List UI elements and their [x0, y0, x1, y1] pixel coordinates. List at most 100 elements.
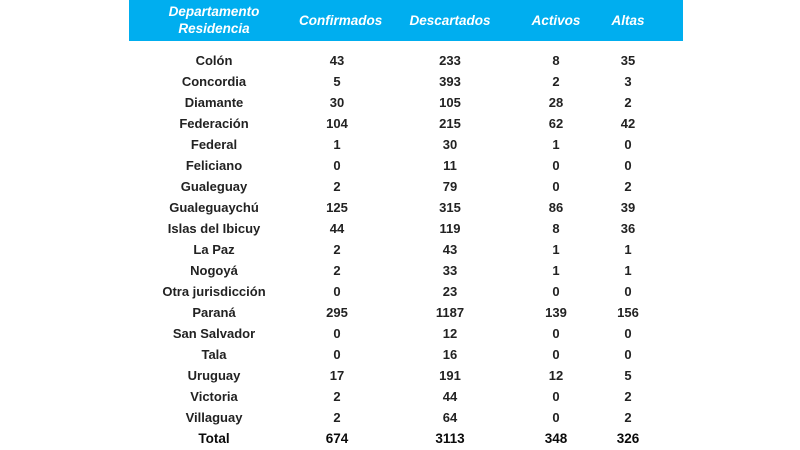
cell-discarded: 233 — [439, 53, 461, 68]
total-discarded: 3113 — [435, 431, 465, 446]
cell-active: 28 — [548, 95, 564, 110]
cell-department: San Salvador — [172, 326, 256, 341]
table-row: Islas del Ibicuy 44 119 8 36 — [129, 219, 683, 238]
total-active: 348 — [544, 431, 568, 446]
table-body: Colón 43 233 8 35 Concordia 5 393 2 3 Di… — [129, 51, 683, 427]
cell-discarded: 105 — [439, 95, 461, 110]
cell-discarded: 119 — [439, 221, 461, 236]
header-confirmed: Confirmados — [299, 13, 383, 28]
cell-active: 12 — [548, 368, 564, 383]
cell-department: Islas del Ibicuy — [167, 221, 261, 236]
cell-confirmed: 0 — [333, 158, 341, 173]
cell-department: Tala — [201, 347, 227, 362]
cell-department: Victoria — [190, 389, 238, 404]
cell-discarded: 30 — [442, 137, 458, 152]
cell-recovered: 35 — [620, 53, 636, 68]
cell-recovered: 39 — [620, 200, 636, 215]
cell-confirmed: 30 — [329, 95, 345, 110]
table-row: Gualeguaychú 125 315 86 39 — [129, 198, 683, 217]
cell-discarded: 11 — [443, 158, 457, 173]
cell-recovered: 42 — [620, 116, 636, 131]
cell-recovered: 0 — [624, 284, 632, 299]
cell-active: 0 — [552, 158, 560, 173]
cell-active: 2 — [552, 74, 560, 89]
cell-recovered: 1 — [624, 263, 632, 278]
table-row: Federación 104 215 62 42 — [129, 114, 683, 133]
cell-discarded: 215 — [439, 116, 461, 131]
cell-active: 86 — [548, 200, 564, 215]
cell-department: Concordia — [181, 74, 247, 89]
cell-recovered: 156 — [617, 305, 639, 320]
table-header-row: Departamento Residencia Confirmados Desc… — [129, 0, 683, 41]
cell-recovered: 36 — [620, 221, 636, 236]
cell-discarded: 43 — [442, 242, 458, 257]
cell-discarded: 393 — [439, 74, 461, 89]
cell-confirmed: 2 — [333, 242, 341, 257]
cell-recovered: 2 — [624, 95, 632, 110]
table-row: Concordia 5 393 2 3 — [129, 72, 683, 91]
cell-active: 1 — [552, 242, 560, 257]
table-row: Federal 1 30 1 0 — [129, 135, 683, 154]
cell-recovered: 2 — [624, 389, 632, 404]
table-total-row: Total 674 3113 348 326 — [129, 429, 683, 448]
cell-department: Otra jurisdicción — [162, 284, 266, 299]
cell-confirmed: 295 — [326, 305, 348, 320]
cell-confirmed: 104 — [326, 116, 348, 131]
table-row: Paraná 295 1187 139 156 — [129, 303, 683, 322]
cell-discarded: 16 — [442, 347, 458, 362]
header-active: Activos — [531, 13, 581, 28]
table-row: Victoria 2 44 0 2 — [129, 387, 683, 406]
cell-confirmed: 5 — [333, 74, 341, 89]
cell-active: 0 — [552, 410, 560, 425]
cell-confirmed: 2 — [333, 389, 341, 404]
cell-recovered: 1 — [624, 242, 632, 257]
table-row: Tala 0 16 0 0 — [129, 345, 683, 364]
total-recovered: 326 — [616, 431, 640, 446]
cell-recovered: 3 — [624, 74, 632, 89]
cell-recovered: 0 — [624, 347, 632, 362]
cell-active: 0 — [552, 284, 560, 299]
cell-department: Colón — [195, 53, 233, 68]
header-department: Departamento Residencia — [129, 4, 299, 36]
cell-active: 1 — [552, 263, 560, 278]
cell-active: 62 — [548, 116, 564, 131]
table-row: San Salvador 0 12 0 0 — [129, 324, 683, 343]
cell-confirmed: 0 — [333, 326, 341, 341]
cell-confirmed: 2 — [333, 410, 341, 425]
cell-department: Nogoyá — [190, 263, 238, 278]
covid-department-table: Departamento Residencia Confirmados Desc… — [129, 0, 683, 448]
cell-active: 139 — [545, 305, 567, 320]
cell-department: Federación — [179, 116, 249, 131]
cell-confirmed: 0 — [333, 347, 341, 362]
cell-active: 8 — [552, 221, 560, 236]
cell-discarded: 44 — [442, 389, 458, 404]
header-discarded: Descartados — [409, 13, 491, 28]
cell-discarded: 64 — [442, 410, 458, 425]
cell-active: 8 — [552, 53, 560, 68]
cell-recovered: 2 — [624, 179, 632, 194]
cell-active: 0 — [552, 347, 560, 362]
cell-confirmed: 0 — [333, 284, 341, 299]
table-row: Diamante 30 105 28 2 — [129, 93, 683, 112]
cell-department: Feliciano — [185, 158, 243, 173]
cell-active: 0 — [552, 389, 560, 404]
cell-confirmed: 17 — [329, 368, 345, 383]
cell-department: Federal — [190, 137, 238, 152]
cell-department: Villaguay — [185, 410, 243, 425]
header-department-line1: Departamento — [168, 4, 260, 20]
cell-confirmed: 2 — [333, 263, 341, 278]
cell-active: 0 — [552, 179, 560, 194]
table-row: La Paz 2 43 1 1 — [129, 240, 683, 259]
table-row: Feliciano 0 11 0 0 — [129, 156, 683, 175]
cell-recovered: 5 — [624, 368, 632, 383]
table-row: Colón 43 233 8 35 — [129, 51, 683, 70]
cell-recovered: 0 — [624, 158, 632, 173]
total-confirmed: 674 — [325, 431, 349, 446]
cell-confirmed: 1 — [333, 137, 341, 152]
table-row: Villaguay 2 64 0 2 — [129, 408, 683, 427]
cell-confirmed: 125 — [326, 200, 348, 215]
cell-discarded: 191 — [439, 368, 461, 383]
total-label: Total — [198, 431, 230, 446]
cell-discarded: 23 — [442, 284, 458, 299]
cell-discarded: 12 — [442, 326, 458, 341]
